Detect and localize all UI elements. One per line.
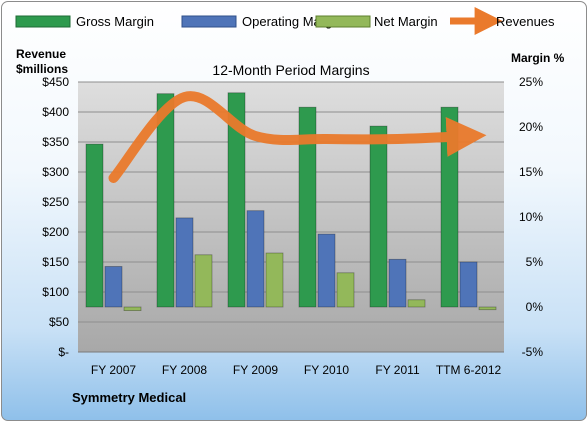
category-label: FY 2010 — [304, 363, 349, 377]
left-tick-label: $- — [58, 345, 69, 359]
bar-gross-margin — [85, 143, 104, 308]
chart-title: 12-Month Period Margins — [212, 62, 369, 78]
left-tick-label: $100 — [42, 285, 69, 299]
right-tick-label: 0% — [526, 300, 544, 314]
left-tick-label: $350 — [42, 135, 69, 149]
legend-item-revenues: Revenues — [450, 7, 555, 35]
gridlines — [78, 81, 504, 353]
revenue-line-path — [108, 91, 487, 183]
category-label: FY 2011 — [375, 363, 420, 377]
category-label: TTM 6-2012 — [436, 363, 502, 377]
plot-area — [78, 82, 504, 352]
bar-operating-margin — [388, 258, 407, 308]
bar-gross-margin — [298, 106, 317, 308]
left-axis-ticks: $- $50 $100 $150 $200 $250 $300 $350 $400 $450 — [42, 75, 69, 359]
category-label: FY 2008 — [162, 363, 207, 377]
company-name: Symmetry Medical — [72, 390, 186, 405]
bar-net-margin — [194, 254, 213, 308]
bar-gross-margin — [369, 125, 388, 308]
legend-label-gross-margin: Gross Margin — [76, 14, 154, 29]
bar-net-margin — [336, 272, 355, 308]
bar-gross-margin — [227, 92, 246, 308]
bar-net-margin — [478, 306, 497, 311]
left-tick-label: $450 — [42, 75, 69, 89]
right-tick-label: 5% — [526, 255, 544, 269]
bar-operating-margin — [246, 210, 265, 308]
legend: Gross Margin Operating Margin Net Margin… — [15, 7, 555, 35]
legend-label-net-margin: Net Margin — [374, 14, 438, 29]
left-axis-title: Revenue $millions — [16, 47, 69, 76]
bar-gross-margin — [156, 93, 175, 308]
right-axis-title: Margin % — [511, 51, 565, 65]
category-labels: FY 2007 FY 2008 FY 2009 FY 2010 FY 2011 TTM 6… — [91, 363, 502, 377]
legend-item-gross-margin: Gross Margin — [15, 14, 154, 29]
legend-item-net-margin: Net Margin — [315, 14, 438, 29]
legend-swatch-gross-margin — [15, 15, 71, 28]
left-axis-title-line-2: $millions — [16, 62, 68, 76]
right-tick-label: 10% — [519, 210, 543, 224]
left-tick-label: $200 — [42, 225, 69, 239]
left-tick-label: $250 — [42, 195, 69, 209]
legend-label-revenues: Revenues — [496, 14, 555, 29]
bar-gross-margin — [440, 106, 459, 308]
left-tick-label: $50 — [49, 315, 69, 329]
legend-swatch-net-margin — [315, 15, 371, 28]
right-tick-label: -5% — [522, 345, 544, 359]
bar-net-margin — [265, 252, 284, 308]
category-label: FY 2007 — [91, 363, 136, 377]
left-tick-label: $300 — [42, 165, 69, 179]
bar-operating-margin — [317, 233, 336, 308]
right-tick-label: 20% — [519, 120, 543, 134]
bar-net-margin — [123, 306, 142, 311]
right-axis-ticks: -5% 0% 5% 10% 15% 20% 25% — [519, 75, 543, 359]
bar-net-margin — [407, 299, 426, 308]
category-label: FY 2009 — [233, 363, 278, 377]
left-axis-title-line-1: Revenue — [16, 47, 66, 61]
right-tick-label: 15% — [519, 165, 543, 179]
left-tick-label: $400 — [42, 105, 69, 119]
bar-operating-margin — [459, 261, 478, 308]
left-tick-label: $150 — [42, 255, 69, 269]
revenue-line — [108, 91, 487, 183]
legend-swatch-operating-margin — [181, 15, 237, 28]
bar-operating-margin — [175, 217, 194, 308]
right-tick-label: 25% — [519, 75, 543, 89]
bar-operating-margin — [104, 266, 123, 308]
bars — [85, 92, 497, 311]
